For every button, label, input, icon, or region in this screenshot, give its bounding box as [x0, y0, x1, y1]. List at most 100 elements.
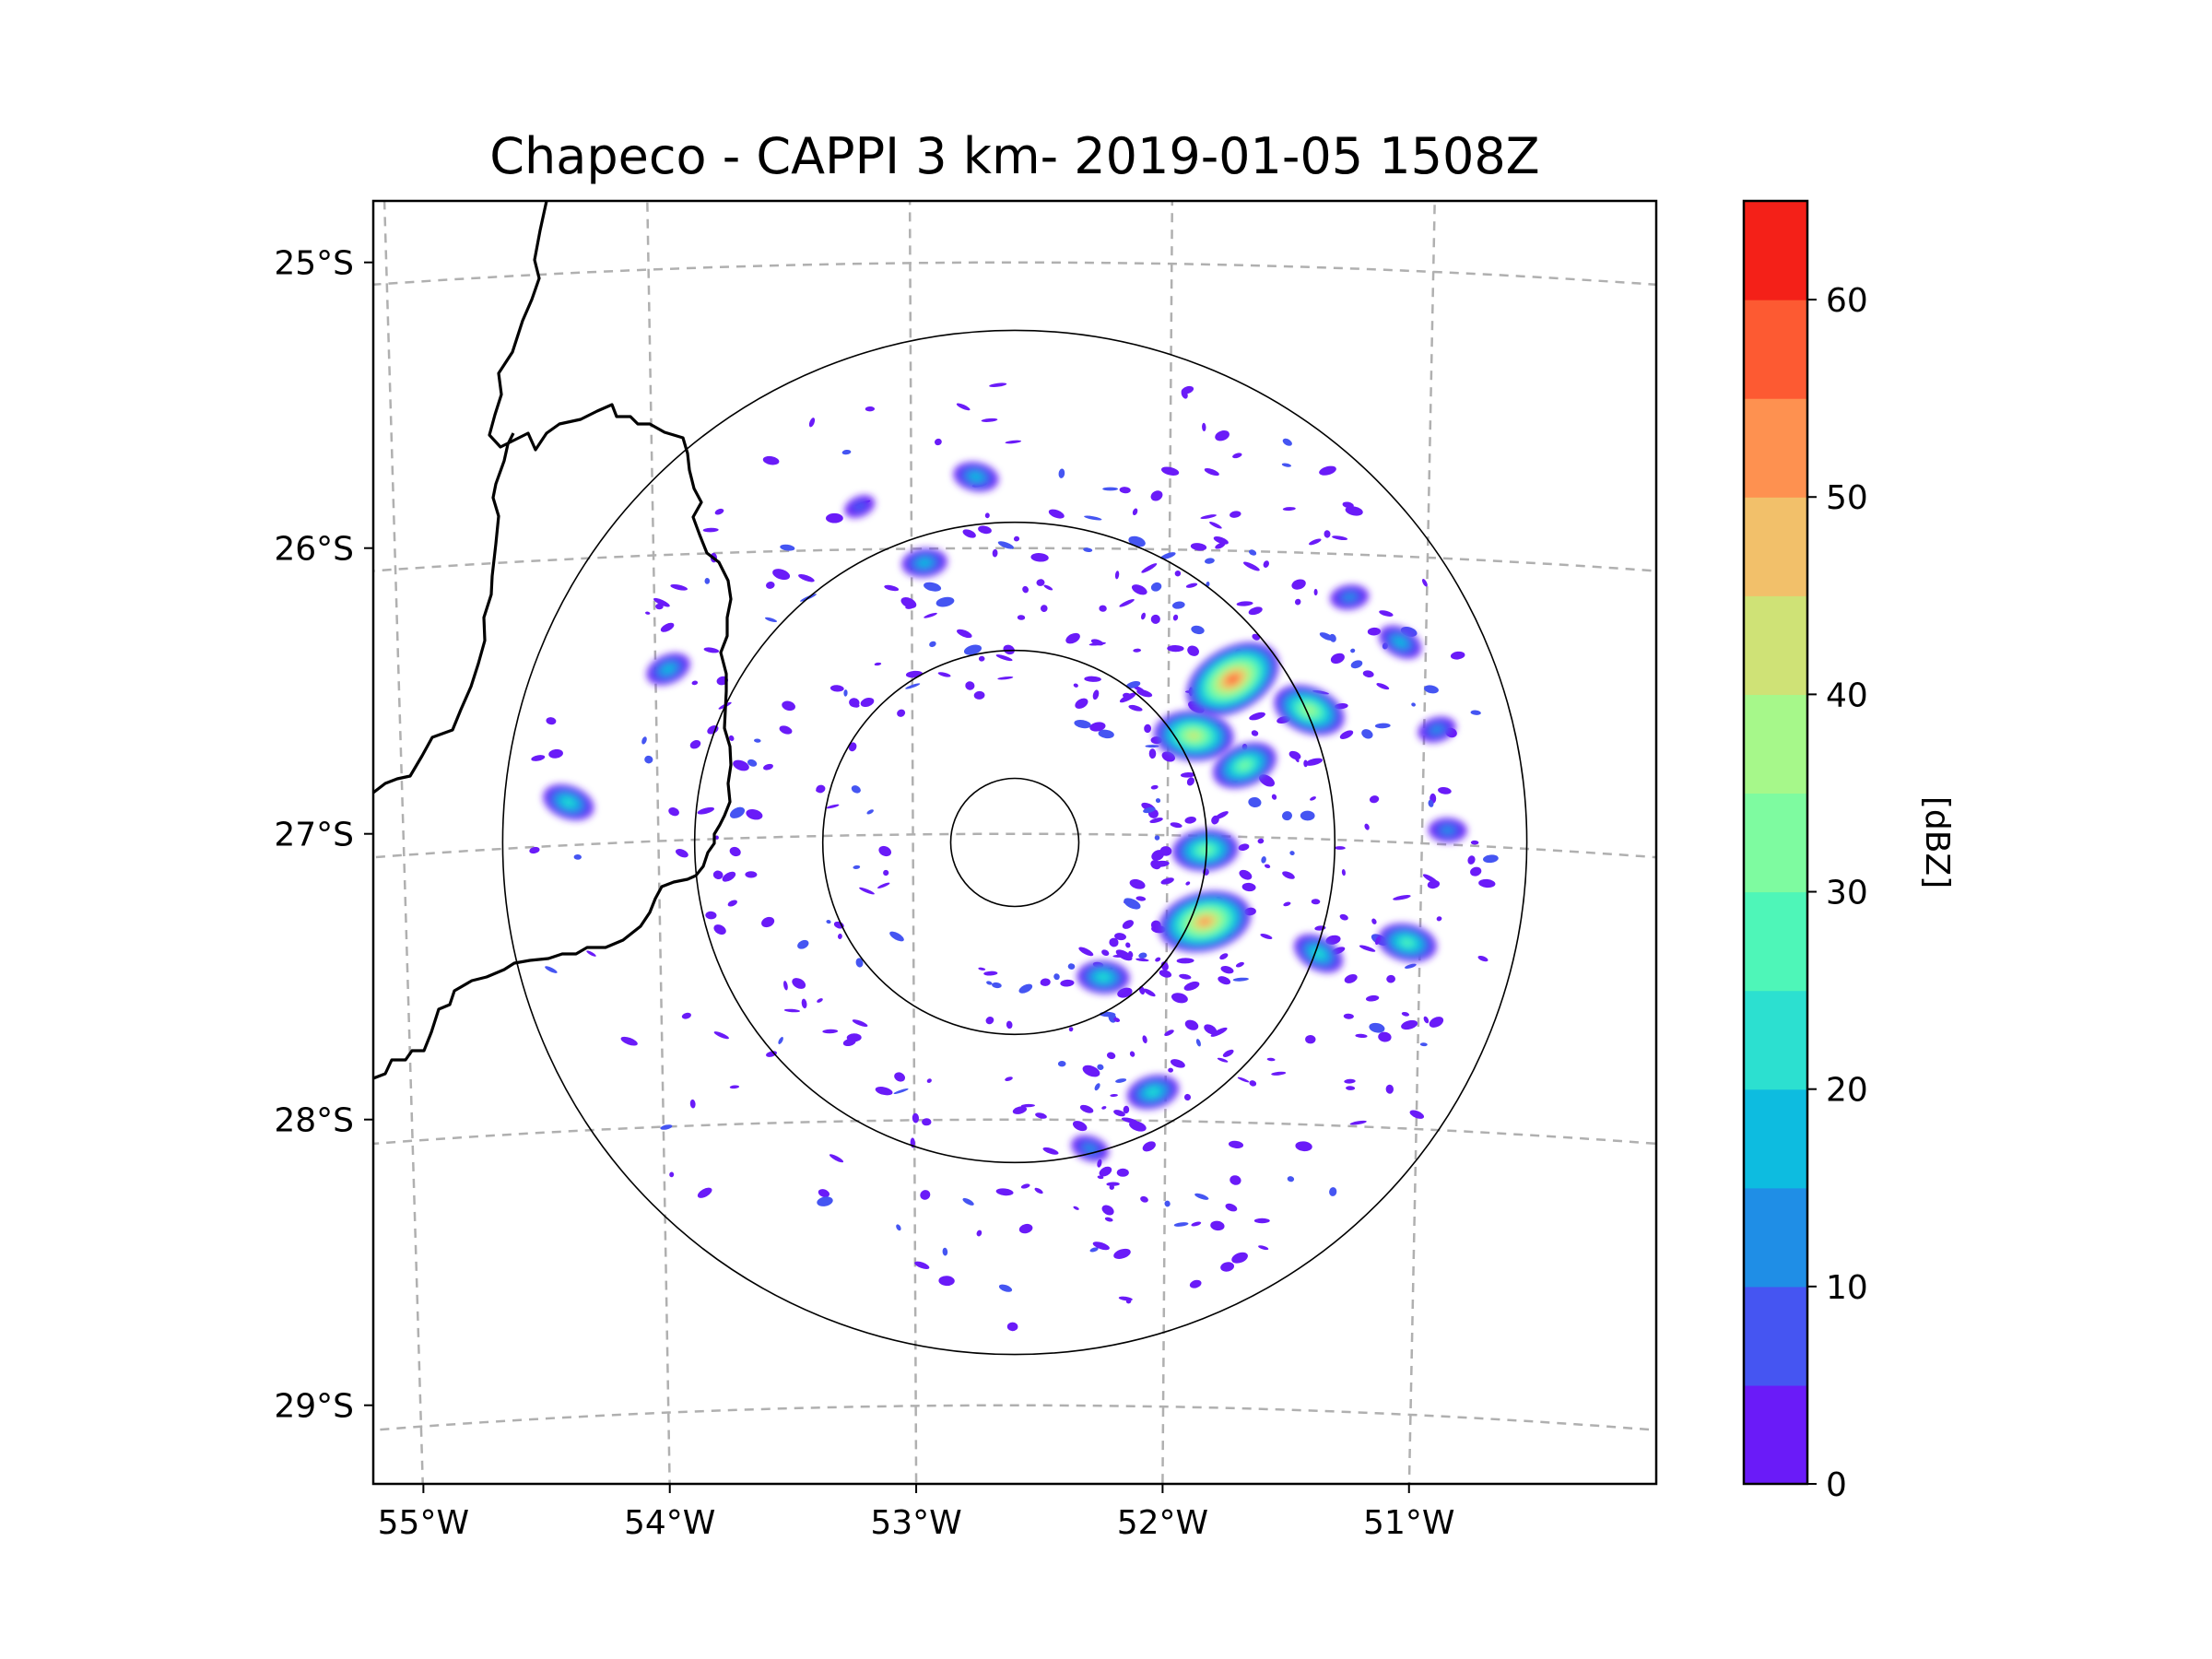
colorbar-label: [dBZ]: [1918, 796, 1956, 888]
echo-speckle: [1109, 937, 1119, 947]
colorbar-tick-label-2: 20: [1826, 1072, 1868, 1110]
echo-speckle: [1230, 1175, 1241, 1185]
echo-speckle: [1339, 913, 1348, 921]
echo-speckle: [896, 1224, 901, 1231]
echo-speckle: [1345, 506, 1363, 516]
echo-speckle: [981, 418, 998, 422]
echo-speckle: [884, 584, 900, 592]
echo-speckle: [1176, 958, 1194, 964]
echo-speckle: [1184, 817, 1196, 824]
echo-speckle: [1429, 1017, 1444, 1028]
echo-speckle: [1369, 1022, 1385, 1033]
echo-speckle: [875, 1087, 893, 1096]
echo-speckle: [797, 939, 809, 949]
echo-speckle: [722, 871, 736, 882]
echo-speckle: [531, 755, 546, 761]
echo-speckle: [1160, 552, 1176, 559]
echo-speckle: [978, 655, 985, 662]
echo-speckle: [1067, 963, 1076, 970]
echo-speckle: [1083, 547, 1093, 552]
echo-speckle: [1164, 1030, 1174, 1036]
echo-speckle: [1183, 981, 1200, 991]
echo-speckle: [1364, 823, 1370, 830]
colorbar-band-35: [1744, 694, 1807, 794]
echo-speckle: [1251, 730, 1259, 736]
echo-speckle: [727, 900, 737, 907]
colorbar-ticks: 0 10 20 30 40 50 60: [1807, 282, 1868, 1504]
echo-speckle: [1411, 702, 1416, 707]
echo-speckle: [1213, 535, 1229, 545]
echo-speckle: [1235, 961, 1244, 968]
echo-speckle: [1204, 1024, 1218, 1035]
echo-speckle: [1346, 1086, 1356, 1090]
echo-speckle: [1058, 468, 1065, 478]
echo-speckle: [1257, 838, 1265, 844]
echo-speckle: [1332, 535, 1348, 540]
echo-speckle: [1084, 676, 1101, 682]
echo-speckle: [1238, 843, 1250, 851]
echo-speckle: [1043, 584, 1053, 591]
echo-speckle: [846, 1033, 862, 1042]
echo-speckle: [689, 739, 701, 749]
x-axis-ticks: 55°W 54°W 53°W 52°W 51°W: [378, 1484, 1454, 1542]
echo-speckle: [1239, 869, 1253, 880]
echo-speckle: [1385, 1084, 1394, 1094]
parallel-4: [373, 1404, 1656, 1431]
echo-speckle: [1271, 794, 1277, 800]
echo-speckle: [653, 597, 670, 607]
echo-speckle: [729, 1085, 740, 1089]
echo-speckle: [1150, 920, 1161, 931]
echo-contour: [1189, 733, 1198, 739]
echo-speckle: [1089, 1247, 1099, 1253]
echo-contour: [970, 473, 982, 481]
echo-speckle: [1115, 1078, 1127, 1083]
echo-speckle: [826, 804, 840, 809]
echo-speckle: [1104, 1217, 1113, 1222]
echo-speckle: [1225, 1203, 1238, 1212]
echo-speckle: [1249, 549, 1257, 556]
echo-speckle: [992, 982, 1002, 989]
echo-speckle: [546, 717, 557, 725]
echo-speckle: [973, 690, 985, 700]
echo-speckle: [833, 921, 844, 929]
echo-speckle: [1194, 1193, 1209, 1200]
echo-contour: [1430, 724, 1443, 735]
echo-speckle: [703, 647, 720, 653]
echo-speckle: [924, 612, 937, 618]
colorbar-band-10: [1744, 1187, 1807, 1288]
echo-speckle: [1124, 898, 1141, 910]
echo-speckle: [1421, 579, 1428, 587]
y-tick-label-3: 28°S: [274, 1102, 354, 1140]
echo-speckle: [1200, 514, 1217, 520]
echo-speckle: [1129, 1121, 1147, 1132]
echo-cell-10: [543, 784, 594, 820]
echo-speckle: [1018, 1223, 1033, 1234]
echo-speckle: [1376, 683, 1390, 690]
echo-contour: [1200, 918, 1209, 924]
echo-speckle: [1149, 818, 1163, 824]
echo-speckle: [1073, 1206, 1079, 1210]
echo-speckle: [998, 1284, 1013, 1292]
map-background: [373, 201, 1656, 1484]
echo-contour: [1343, 593, 1357, 602]
echo-speckle: [978, 525, 992, 535]
echo-speckle: [997, 676, 1014, 680]
echo-cell-7: [1294, 934, 1343, 973]
echo-speckle: [714, 508, 724, 515]
echo-speckle: [995, 1188, 1014, 1196]
echo-speckle: [1159, 846, 1172, 856]
echo-speckle: [1006, 1020, 1013, 1030]
echo-speckle: [548, 748, 563, 759]
echo-speckle: [1020, 1103, 1035, 1108]
echo-speckle: [1365, 994, 1380, 1002]
echo-speckle: [1330, 653, 1345, 665]
echo-speckle: [989, 382, 1007, 388]
colorbar-band-50: [1744, 398, 1807, 498]
echo-speckle: [586, 950, 596, 957]
echo-speckle: [1309, 538, 1322, 546]
echo-speckle: [762, 455, 780, 465]
echo-speckle: [1133, 648, 1142, 653]
echo-speckle: [889, 931, 904, 942]
echo-speckle: [893, 1088, 909, 1094]
echo-contour: [1083, 1144, 1097, 1153]
